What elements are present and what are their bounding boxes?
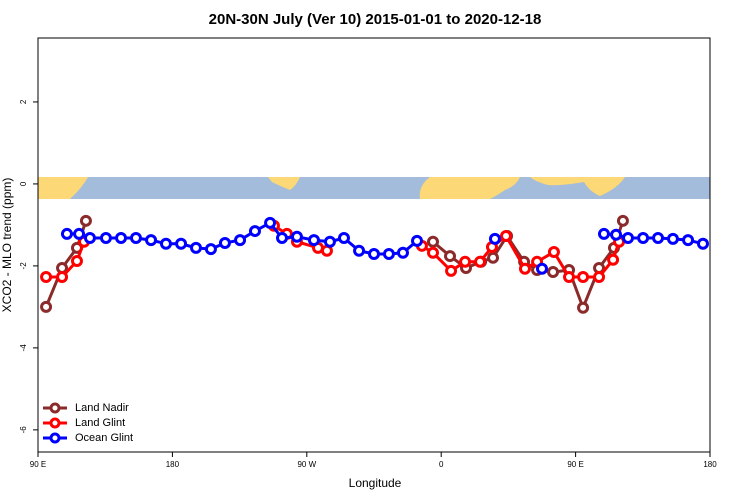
series-marker xyxy=(488,232,501,245)
x-tick-label: 180 xyxy=(703,460,717,469)
series-marker xyxy=(652,232,665,245)
series-marker xyxy=(547,245,560,258)
series-marker xyxy=(368,248,380,261)
series-marker xyxy=(70,254,83,267)
x-tick-label: 90 E xyxy=(567,460,583,469)
series-marker xyxy=(307,234,320,247)
series-marker xyxy=(337,232,350,245)
series-marker xyxy=(487,251,500,264)
y-tick-label: 0 xyxy=(19,181,28,186)
series-marker xyxy=(666,232,679,245)
series-marker xyxy=(83,232,96,245)
series-marker xyxy=(99,232,112,245)
x-tick-label: 90 W xyxy=(297,460,316,469)
series-marker xyxy=(323,235,336,248)
series-marker xyxy=(637,232,650,245)
series-marker xyxy=(607,253,620,266)
series-marker xyxy=(563,270,576,283)
series-marker xyxy=(411,234,424,247)
plot-frame xyxy=(37,37,711,453)
series-marker xyxy=(73,227,86,240)
series-marker xyxy=(459,255,472,268)
series-marker xyxy=(248,225,261,238)
series-marker xyxy=(610,228,623,241)
series-marker xyxy=(382,248,395,261)
series-marker xyxy=(60,227,73,240)
series-marker xyxy=(444,250,457,263)
map-strip xyxy=(38,177,710,199)
legend-marker xyxy=(49,417,61,429)
series-marker xyxy=(145,234,158,247)
legend-label: Land Glint xyxy=(75,417,125,429)
series-marker xyxy=(218,236,231,249)
y-tick-label: -6 xyxy=(19,426,28,434)
y-tick-label: 2 xyxy=(19,99,28,104)
legend: Land Nadir Land Glint Ocean Glint xyxy=(43,402,133,444)
series-marker xyxy=(204,243,217,256)
series-marker xyxy=(40,300,53,313)
series-marker xyxy=(577,270,590,283)
series-marker xyxy=(622,232,635,245)
chart-title: 20N-30N July (Ver 10) 2015-01-01 to 2020… xyxy=(209,11,542,28)
series-marker xyxy=(547,266,560,279)
series-marker xyxy=(159,237,172,250)
series-marker xyxy=(597,227,610,240)
series-marker xyxy=(474,255,487,268)
legend-label: Ocean Glint xyxy=(75,432,133,444)
y-tick-label: -2 xyxy=(19,262,28,270)
series-marker xyxy=(426,235,439,248)
series-marker xyxy=(175,237,188,250)
series-marker xyxy=(276,232,289,245)
x-tick-label: 90 E xyxy=(30,460,46,469)
y-axis-label: XCO2 - MLO trend (ppm) xyxy=(0,178,14,313)
series-marker xyxy=(518,262,531,275)
series-marker xyxy=(593,270,606,283)
y-tick-label: -4 xyxy=(19,344,28,352)
legend-marker xyxy=(49,402,61,414)
series-marker xyxy=(56,270,69,283)
series-marker xyxy=(577,301,590,314)
series-marker xyxy=(129,232,142,245)
series-marker xyxy=(290,230,303,243)
series-marker xyxy=(396,246,409,259)
series-marker xyxy=(500,229,513,242)
series-marker xyxy=(264,216,277,229)
series-marker xyxy=(682,234,695,247)
series-marker xyxy=(353,244,366,257)
series-marker xyxy=(234,234,247,247)
legend-marker xyxy=(49,432,61,444)
series-marker xyxy=(616,214,629,227)
series-marker xyxy=(426,246,439,259)
x-tick-label: 0 xyxy=(439,460,444,469)
series-marker xyxy=(40,270,53,283)
series-marker xyxy=(536,262,548,275)
x-tick-label: 180 xyxy=(166,460,180,469)
series-marker xyxy=(696,237,709,250)
series-marker xyxy=(79,214,92,227)
legend-label: Land Nadir xyxy=(75,402,129,414)
series-marker xyxy=(445,264,458,277)
x-axis-label: Longitude xyxy=(349,476,402,490)
series-marker xyxy=(189,241,202,254)
series-marker xyxy=(115,232,128,245)
